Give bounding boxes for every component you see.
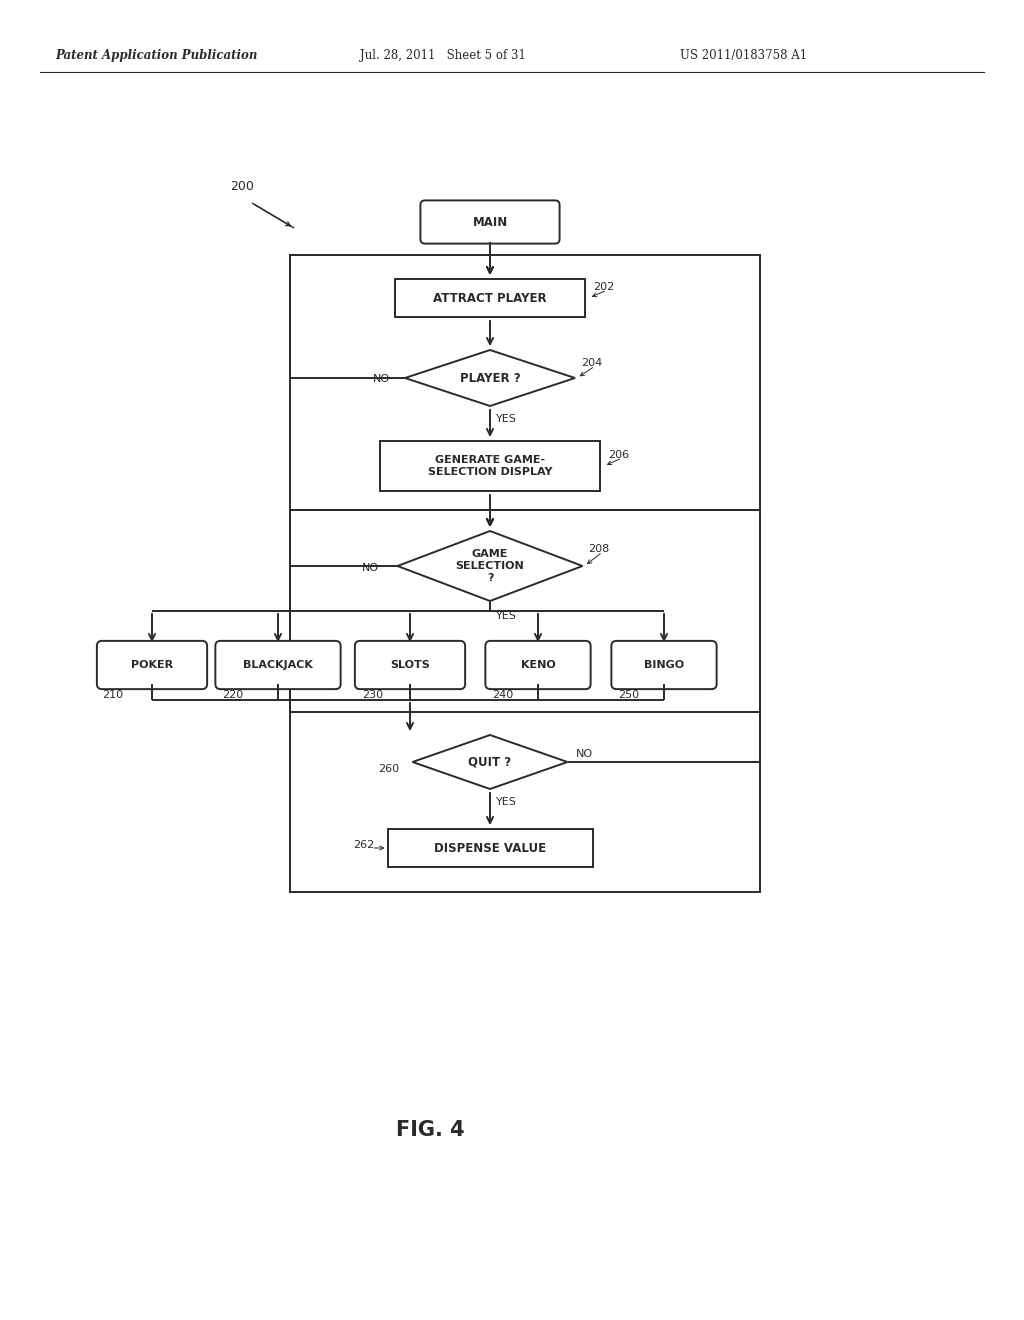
Bar	[387, 829, 593, 867]
Text: 206: 206	[608, 450, 629, 459]
Text: KENO: KENO	[520, 660, 555, 671]
Text: GENERATE GAME-
SELECTION DISPLAY: GENERATE GAME- SELECTION DISPLAY	[428, 455, 552, 477]
Text: 240: 240	[493, 690, 514, 700]
Text: NO: NO	[373, 374, 390, 384]
Polygon shape	[397, 531, 583, 601]
FancyBboxPatch shape	[215, 642, 341, 689]
Bar	[395, 279, 585, 317]
Text: GAME
SELECTION
?: GAME SELECTION ?	[456, 549, 524, 582]
Text: Patent Application Publication: Patent Application Publication	[55, 49, 257, 62]
Text: 200: 200	[230, 180, 254, 193]
FancyBboxPatch shape	[421, 201, 559, 244]
FancyBboxPatch shape	[611, 642, 717, 689]
Text: QUIT ?: QUIT ?	[468, 755, 512, 768]
Polygon shape	[406, 350, 575, 407]
Text: US 2011/0183758 A1: US 2011/0183758 A1	[680, 49, 807, 62]
Text: YES: YES	[496, 414, 517, 424]
Text: 260: 260	[379, 764, 399, 774]
Text: PLAYER ?: PLAYER ?	[460, 371, 520, 384]
Bar	[290, 255, 760, 892]
Text: FIG. 4: FIG. 4	[395, 1119, 464, 1140]
Bar	[380, 441, 600, 491]
Text: Jul. 28, 2011   Sheet 5 of 31: Jul. 28, 2011 Sheet 5 of 31	[360, 49, 526, 62]
FancyBboxPatch shape	[355, 642, 465, 689]
Text: 204: 204	[581, 358, 602, 368]
Text: 262: 262	[353, 840, 375, 850]
Text: BINGO: BINGO	[644, 660, 684, 671]
Text: 250: 250	[618, 690, 640, 700]
Text: 230: 230	[362, 690, 383, 700]
Text: DISPENSE VALUE: DISPENSE VALUE	[434, 842, 546, 854]
Text: BLACKJACK: BLACKJACK	[243, 660, 313, 671]
Polygon shape	[413, 735, 567, 789]
Text: YES: YES	[496, 611, 517, 620]
Text: NO: NO	[575, 748, 593, 759]
FancyBboxPatch shape	[485, 642, 591, 689]
Bar	[290, 510, 760, 711]
Text: 202: 202	[593, 282, 614, 292]
Text: 210: 210	[102, 690, 123, 700]
FancyBboxPatch shape	[97, 642, 207, 689]
Text: NO: NO	[361, 564, 379, 573]
Text: 220: 220	[222, 690, 244, 700]
Text: SLOTS: SLOTS	[390, 660, 430, 671]
Text: YES: YES	[496, 797, 517, 807]
Text: MAIN: MAIN	[472, 215, 508, 228]
Text: 208: 208	[589, 544, 609, 554]
Text: ATTRACT PLAYER: ATTRACT PLAYER	[433, 292, 547, 305]
Text: POKER: POKER	[131, 660, 173, 671]
